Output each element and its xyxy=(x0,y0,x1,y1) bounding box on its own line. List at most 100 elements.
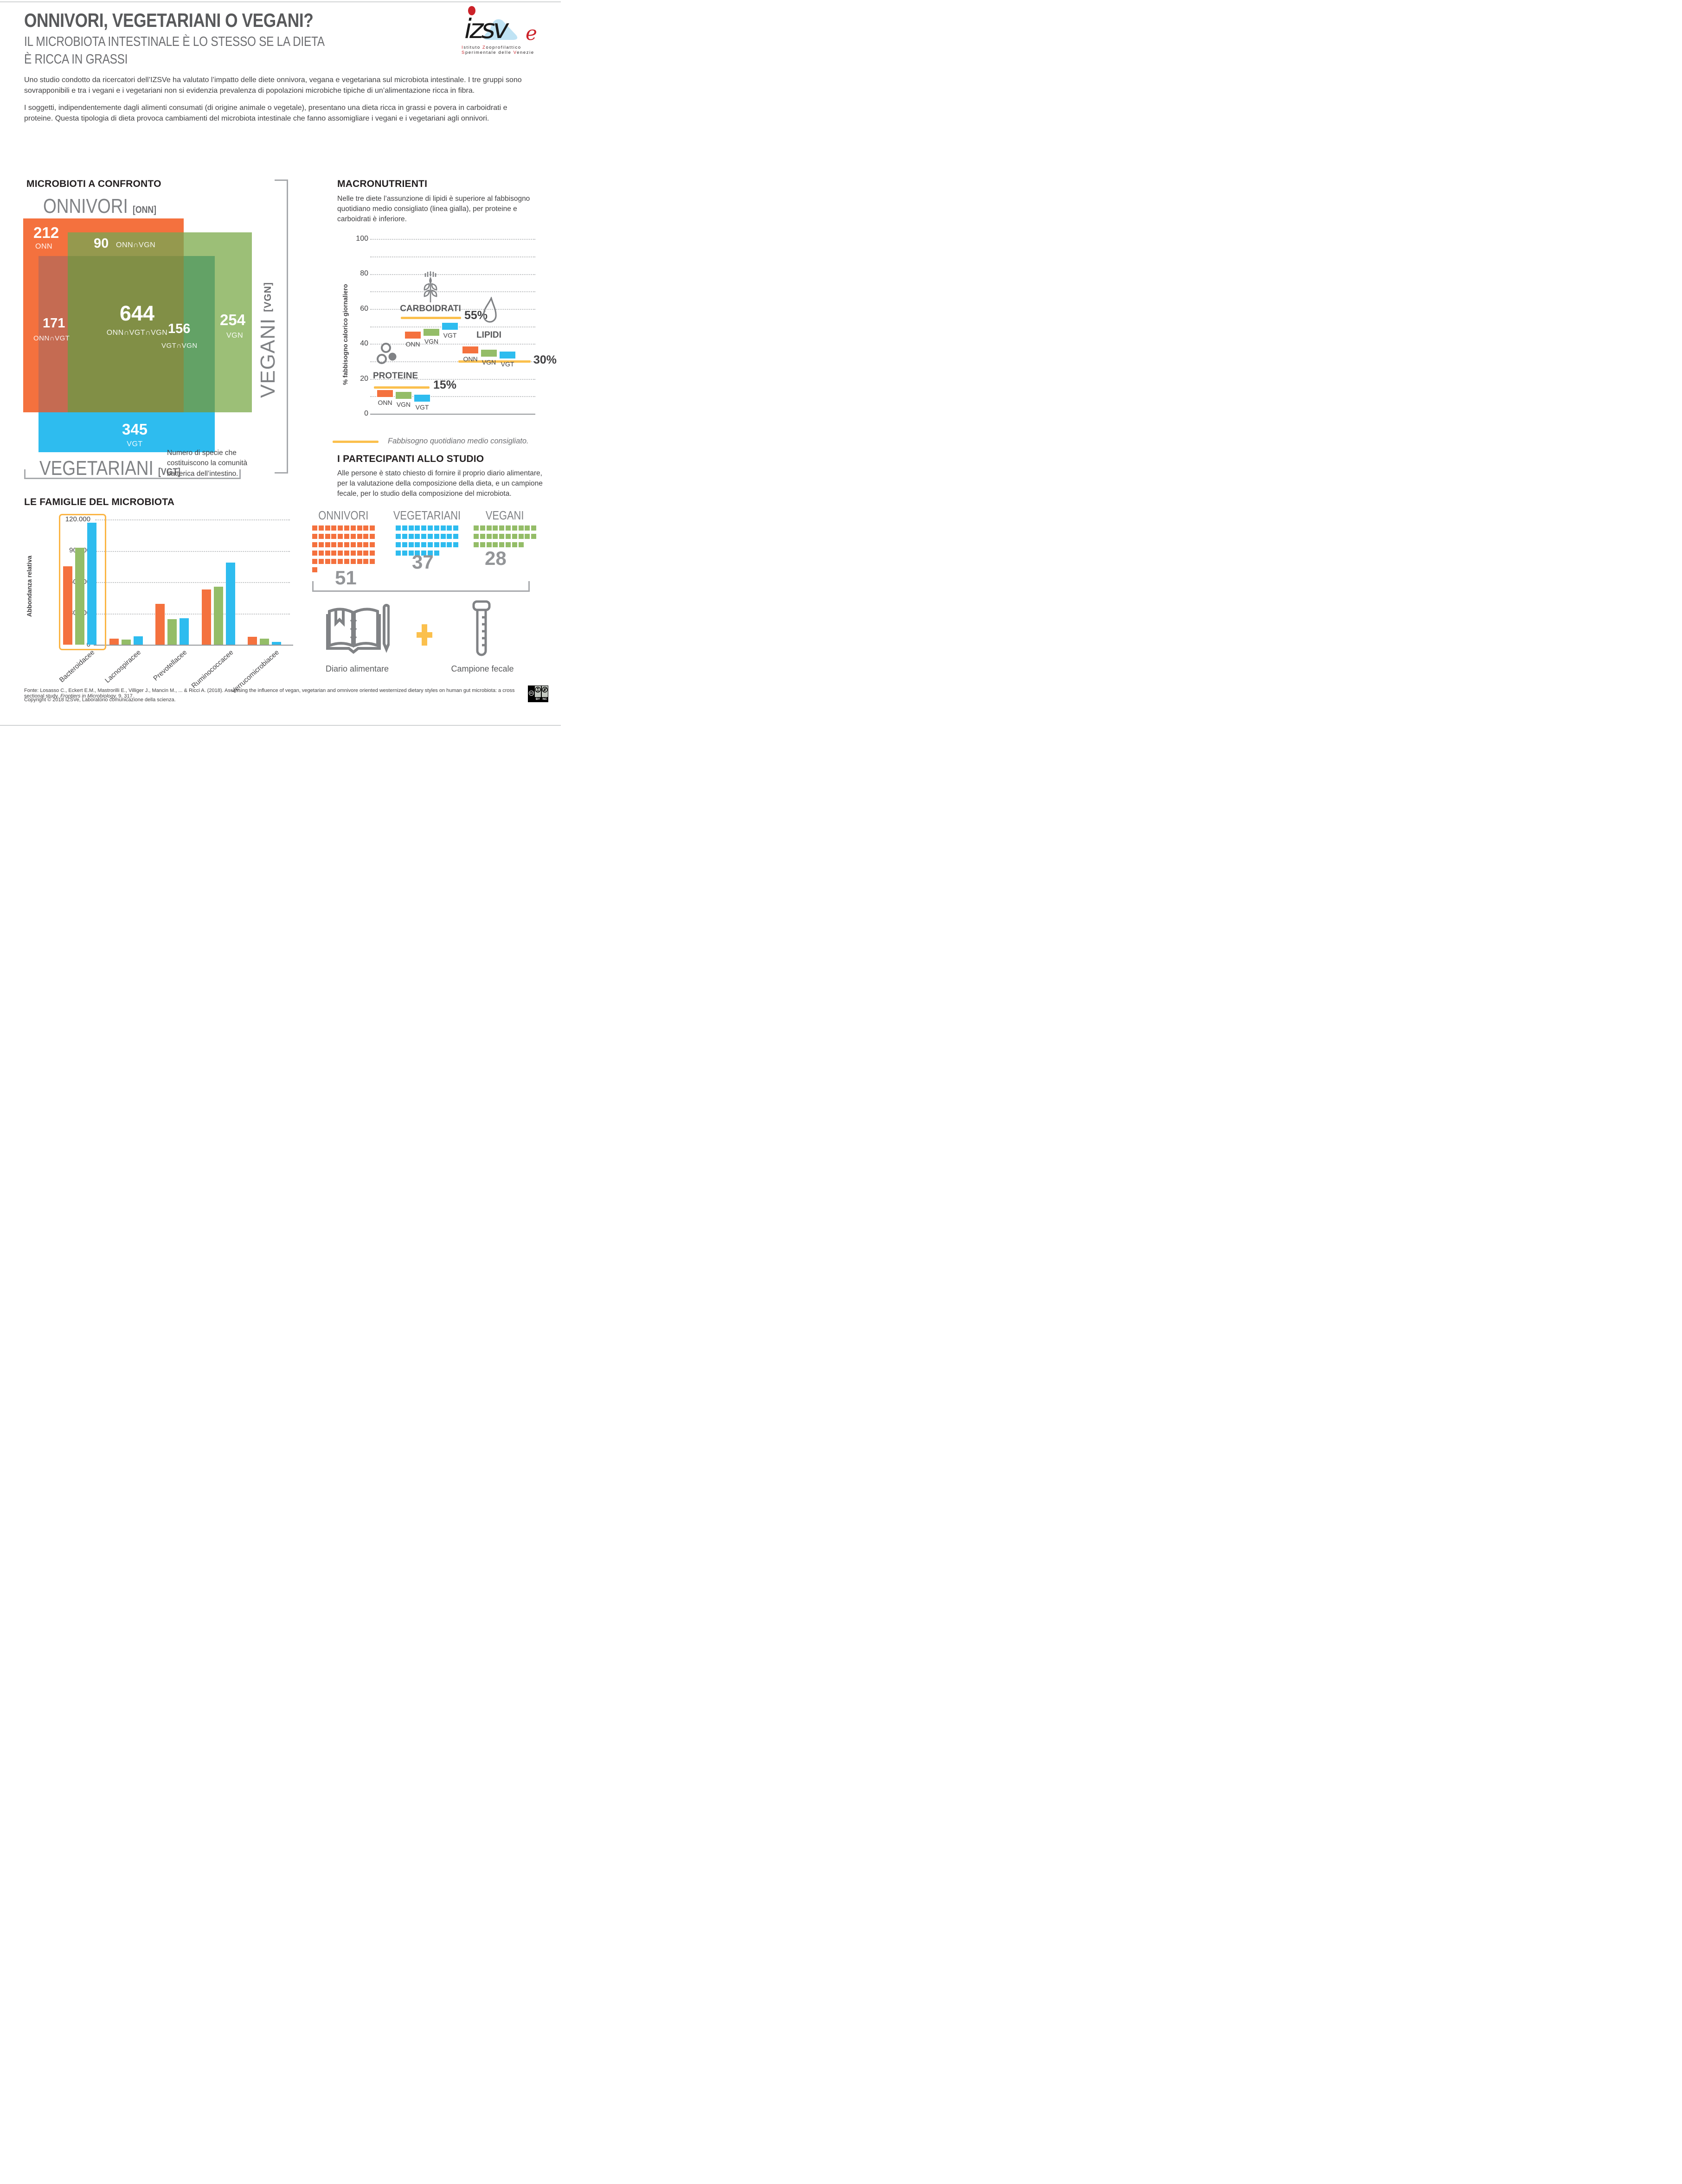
venn-value-center: 644 xyxy=(119,301,155,325)
venn-set-vegetariani-label: VEGETARIANI [VGT] xyxy=(39,457,181,480)
venn-label-vgt: VGT xyxy=(127,440,143,448)
families-cat-lacnospiracee: Lacnospiracee xyxy=(103,648,143,685)
proteine-group-label: PROTEINE xyxy=(373,371,418,381)
venn-diagram: 212 ONN 90 ONN∩VGN 171 ONN∩VGT 644 ONN∩V… xyxy=(23,218,288,478)
izsve-logo-mark: izsv e xyxy=(464,6,537,45)
proteine-bar-vgt-label: VGT xyxy=(415,403,429,411)
macro-chart: 0 20 40 60 80 100 PROTEINE 15% ONN VGN V… xyxy=(337,232,557,427)
proteine-bar-vgt xyxy=(414,394,430,402)
families-gridline-90000 xyxy=(95,551,290,552)
venn-value-vgn: 254 xyxy=(220,311,246,328)
intro-paragraph-2: I soggetti, indipendentemente dagli alim… xyxy=(24,104,507,122)
families-x-axis xyxy=(94,645,293,646)
families-tick-120000: 120.000 xyxy=(65,515,90,523)
waffle-count-vegetariani: 37 xyxy=(412,551,434,573)
carboidrati-bar-vgn xyxy=(424,329,439,336)
proteine-bar-onn-label: ONN xyxy=(378,399,392,407)
lipidi-bar-vgt-label: VGT xyxy=(501,360,514,368)
izsve-logo: izsv e Istituto Zooprofilattico Sperimen… xyxy=(462,6,547,57)
gridline-70 xyxy=(370,291,535,292)
macro-tick-20: 20 xyxy=(360,375,368,383)
venn-center-overlap xyxy=(68,256,184,412)
waffle-header-vegetariani: VEGETARIANI xyxy=(393,508,461,522)
bar-prevotellacee-vgn xyxy=(167,619,177,645)
gridline-100 xyxy=(370,239,535,240)
diario-alimentare-label: Diario alimentare xyxy=(325,664,389,673)
droplet-icon xyxy=(483,297,497,323)
venn-label-vgn: VGN xyxy=(226,332,244,339)
lipidi-reference-line xyxy=(458,360,531,363)
wheat-icon xyxy=(424,271,437,302)
bar-prevotellacee-onn xyxy=(155,604,165,645)
waffle-count-onnivori: 51 xyxy=(335,567,357,589)
svg-text:e: e xyxy=(526,22,537,42)
cc-logo-cell: cc xyxy=(528,685,534,702)
waffle-vegani xyxy=(474,525,537,551)
venn-bottom-bracket xyxy=(24,469,241,479)
venn-value-onn-vgn: 90 xyxy=(94,236,109,251)
test-tube-icon xyxy=(472,600,491,656)
bar-verrucomicrobiacee-onn xyxy=(248,637,257,645)
lipidi-bar-vgn-label: VGN xyxy=(481,359,496,366)
participants-section-title: I PARTECIPANTI ALLO STUDIO xyxy=(337,454,484,464)
carboidrati-bar-onn-label: ONN xyxy=(405,340,420,348)
macro-tick-40: 40 xyxy=(360,339,368,347)
venn-value-vgt: 345 xyxy=(122,421,148,438)
venn-section-title: MICROBIOTI A CONFRONTO xyxy=(26,179,161,189)
page-subtitle-line1: IL MICROBIOTA INTESTINALE È LO STESSO SE… xyxy=(24,34,325,49)
macro-tick-60: 60 xyxy=(360,305,368,313)
lipidi-group-label: LIPIDI xyxy=(476,330,501,340)
footer-copyright: Copyright © 2018 IZSVe, Laboratorio comu… xyxy=(24,697,176,703)
venn-label-onn-vgn: ONN∩VGN xyxy=(116,241,156,249)
families-cat-prevotellacee: Prevotellacee xyxy=(152,648,189,683)
protein-icon xyxy=(377,343,397,364)
carboidrati-reference-line xyxy=(401,316,461,319)
venn-label-center: ONN∩VGT∩VGN xyxy=(106,329,168,337)
families-section-title: LE FAMIGLIE DEL MICROBIOTA xyxy=(24,497,175,507)
waffle-vegetariani xyxy=(396,525,459,559)
bar-prevotellacee-vgt xyxy=(180,618,189,645)
bar-lacnospiracee-vgt xyxy=(134,636,143,645)
logo-org-line1: Istituto Zooprofilattico xyxy=(462,45,521,50)
cc-by-cell: BY xyxy=(534,685,541,702)
lipidi-bar-vgt xyxy=(500,352,515,359)
macro-x-axis xyxy=(370,414,535,415)
macro-tick-0: 0 xyxy=(364,410,368,417)
proteine-bar-vgn xyxy=(396,391,411,399)
carboidrati-bar-vgt-label: VGT xyxy=(443,331,457,339)
bar-ruminococcacee-vgn xyxy=(214,587,223,645)
venn-right-bracket xyxy=(275,179,288,474)
macro-tick-100: 100 xyxy=(356,235,368,243)
venn-caption: Numero di specie che costituiscono la co… xyxy=(167,449,248,478)
participants-description: Alle persone è stato chiesto di fornire … xyxy=(337,469,543,498)
page-subtitle-line2: È RICCA IN GRASSI xyxy=(24,52,128,67)
bottom-rule xyxy=(0,725,561,726)
proteine-bar-vgn-label: VGN xyxy=(396,400,411,408)
gridline-60 xyxy=(370,309,535,310)
bar-verrucomicrobiacee-vgt xyxy=(272,642,281,645)
waffle-header-vegani: VEGANI xyxy=(485,508,524,522)
carboidrati-bar-vgt xyxy=(442,322,458,330)
waffle-header-onnivori: ONNIVORI xyxy=(318,508,368,522)
bar-lacnospiracee-vgn xyxy=(122,639,131,645)
proteine-reference-pct: 15% xyxy=(433,378,457,391)
participants-bracket xyxy=(312,581,530,592)
gridline-40 xyxy=(370,344,535,345)
gridline-20 xyxy=(370,379,535,380)
bar-bacteroidacee-vgt xyxy=(87,522,96,645)
macro-legend-text: Fabbisogno quotidiano medio consigliato. xyxy=(388,437,529,445)
macro-description: Nelle tre diete l’assunzione di lipidi è… xyxy=(337,195,530,223)
campione-fecale-label: Campione fecale xyxy=(451,664,514,673)
gridline-80 xyxy=(370,274,535,275)
waffle-onnivori xyxy=(312,525,375,576)
families-gridline-120000 xyxy=(95,519,290,520)
macro-section-title: MACRONUTRIENTI xyxy=(337,179,428,189)
macro-legend-swatch xyxy=(333,441,379,443)
venn-label-vgt-vgn: VGT∩VGN xyxy=(161,342,198,350)
venn-label-onn-vgt: ONN∩VGT xyxy=(33,334,70,342)
logo-org-line2: Sperimentale delle Venezie xyxy=(462,50,534,55)
intro-paragraph-1: Uno studio condotto da ricercatori dell’… xyxy=(24,76,522,95)
lipidi-reference-pct: 30% xyxy=(533,353,557,366)
macro-plot-area: 0 20 40 60 80 100 PROTEINE 15% ONN VGN V… xyxy=(356,232,557,417)
bacteroidacee-highlight-box xyxy=(59,514,106,650)
